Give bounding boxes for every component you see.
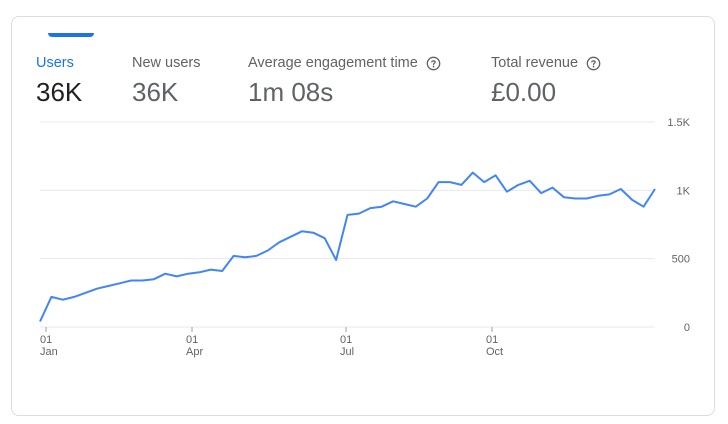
metric-new-users-label: New users — [132, 55, 201, 71]
x-tick-month: Oct — [486, 346, 503, 358]
x-tick-day: 01 — [486, 334, 498, 346]
y-tick-label: 500 — [672, 254, 690, 266]
help-icon[interactable] — [426, 56, 441, 71]
help-icon[interactable] — [586, 56, 601, 71]
metric-engagement-label: Average engagement time — [248, 55, 418, 71]
y-tick-label: 1.5K — [667, 117, 690, 129]
report-card: Users 36K New users 36K Average engageme… — [11, 16, 715, 416]
metric-engagement-label-row: Average engagement time — [248, 55, 441, 71]
x-tick-day: 01 — [40, 334, 52, 346]
metric-new-users-value: 36K — [132, 77, 179, 107]
metric-new-users[interactable]: New users 36K — [132, 55, 201, 108]
metric-revenue-label-row: Total revenue — [491, 55, 601, 71]
metric-total-revenue[interactable]: Total revenue £0.00 — [491, 55, 601, 108]
metric-users-label: Users — [36, 55, 74, 71]
metric-revenue-label: Total revenue — [491, 55, 579, 71]
series-line — [39, 171, 656, 322]
metric-engagement-value: 1m 08s — [248, 77, 334, 107]
metric-engagement-time[interactable]: Average engagement time 1m 08s — [248, 55, 441, 108]
metric-users-value: 36K — [36, 77, 83, 107]
active-tab-indicator — [48, 33, 94, 37]
metric-revenue-value: £0.00 — [491, 77, 557, 107]
x-tick-month: Apr — [186, 346, 203, 358]
y-tick-label: 1K — [677, 185, 691, 197]
x-tick-day: 01 — [340, 334, 352, 346]
y-tick-label: 0 — [684, 322, 690, 334]
x-tick-month: Jul — [340, 346, 354, 358]
x-tick-day: 01 — [186, 334, 198, 346]
metric-users[interactable]: Users 36K — [36, 55, 82, 108]
x-tick-month: Jan — [40, 346, 58, 358]
